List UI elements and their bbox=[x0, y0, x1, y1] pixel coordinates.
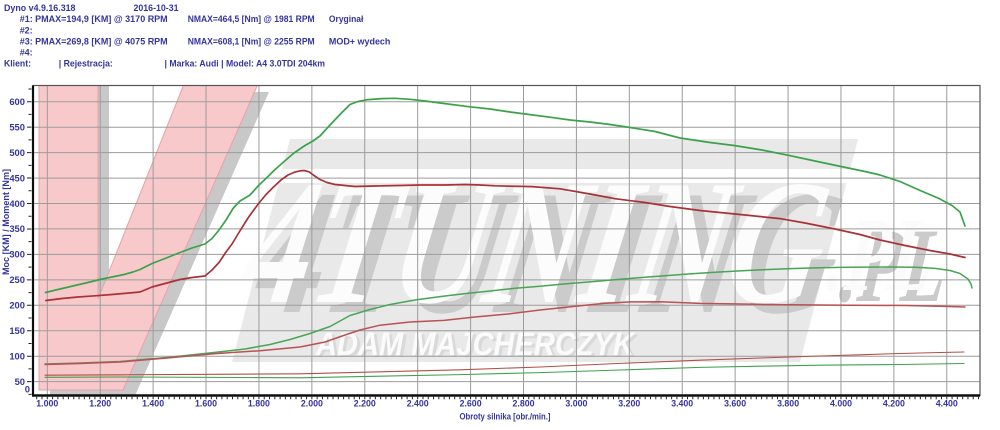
svg-text:Dyno v4.9.16.318: Dyno v4.9.16.318 bbox=[4, 3, 76, 14]
svg-text:3.000: 3.000 bbox=[565, 397, 587, 408]
svg-text:50: 50 bbox=[15, 376, 25, 387]
svg-text:3.200: 3.200 bbox=[618, 397, 640, 408]
svg-text:300: 300 bbox=[9, 249, 25, 260]
svg-text:| Marka: Audi | Model: A4 3.0T: | Marka: Audi | Model: A4 3.0TDI 204km bbox=[165, 58, 326, 69]
svg-text:3.800: 3.800 bbox=[777, 397, 799, 408]
svg-text:2.200: 2.200 bbox=[354, 397, 376, 408]
svg-text:2.800: 2.800 bbox=[513, 397, 535, 408]
svg-text:150: 150 bbox=[9, 325, 25, 336]
svg-text:0: 0 bbox=[25, 384, 30, 395]
svg-text:#2:: #2: bbox=[20, 25, 33, 36]
svg-text:#3: PMAX=269,8 [KM] @ 4075 RPM: #3: PMAX=269,8 [KM] @ 4075 RPM bbox=[20, 36, 168, 47]
svg-text:1.800: 1.800 bbox=[248, 397, 270, 408]
svg-text:2.000: 2.000 bbox=[301, 397, 323, 408]
svg-text:4.000: 4.000 bbox=[830, 397, 852, 408]
svg-text:1.000: 1.000 bbox=[36, 397, 58, 408]
svg-text:200: 200 bbox=[9, 300, 25, 311]
svg-text:2.600: 2.600 bbox=[460, 397, 482, 408]
svg-text:4.400: 4.400 bbox=[936, 397, 958, 408]
svg-text:2016-10-31: 2016-10-31 bbox=[134, 3, 180, 14]
svg-text:MOD+ wydech: MOD+ wydech bbox=[329, 36, 391, 47]
svg-text:Oryginał: Oryginał bbox=[329, 14, 364, 25]
svg-text:| Rejestracja:: | Rejestracja: bbox=[59, 58, 113, 69]
svg-text:Obroty silnika [obr./min.]: Obroty silnika [obr./min.] bbox=[460, 411, 551, 422]
svg-text:1.400: 1.400 bbox=[142, 397, 164, 408]
svg-text:Moc [KM] / Moment [Nm]: Moc [KM] / Moment [Nm] bbox=[0, 169, 11, 275]
svg-text:1.600: 1.600 bbox=[195, 397, 217, 408]
svg-text:1.200: 1.200 bbox=[89, 397, 111, 408]
svg-text:350: 350 bbox=[9, 223, 25, 234]
svg-text:250: 250 bbox=[9, 274, 25, 285]
svg-text:3.400: 3.400 bbox=[671, 397, 693, 408]
svg-text:400: 400 bbox=[9, 198, 25, 209]
svg-text:2.400: 2.400 bbox=[407, 397, 429, 408]
svg-text:450: 450 bbox=[9, 172, 25, 183]
svg-text:NMAX=464,5 [Nm] @ 1981 RPM: NMAX=464,5 [Nm] @ 1981 RPM bbox=[188, 14, 315, 25]
svg-text:4.200: 4.200 bbox=[883, 397, 905, 408]
svg-text:#1: PMAX=194,9 [KM] @ 3170 RPM: #1: PMAX=194,9 [KM] @ 3170 RPM bbox=[20, 14, 168, 25]
svg-text:#4:: #4: bbox=[20, 48, 33, 59]
svg-text:500: 500 bbox=[9, 147, 25, 158]
svg-text:600: 600 bbox=[9, 96, 25, 107]
svg-text:NMAX=608,1 [Nm] @ 2255 RPM: NMAX=608,1 [Nm] @ 2255 RPM bbox=[188, 36, 315, 47]
svg-text:3.600: 3.600 bbox=[724, 397, 746, 408]
svg-text:ADAM MAJCHERCZYK: ADAM MAJCHERCZYK bbox=[318, 328, 640, 364]
svg-text:Klient:: Klient: bbox=[4, 58, 31, 69]
svg-text:100: 100 bbox=[9, 351, 25, 362]
svg-text:4TUNING: 4TUNING bbox=[231, 143, 843, 340]
svg-text:550: 550 bbox=[9, 122, 25, 133]
